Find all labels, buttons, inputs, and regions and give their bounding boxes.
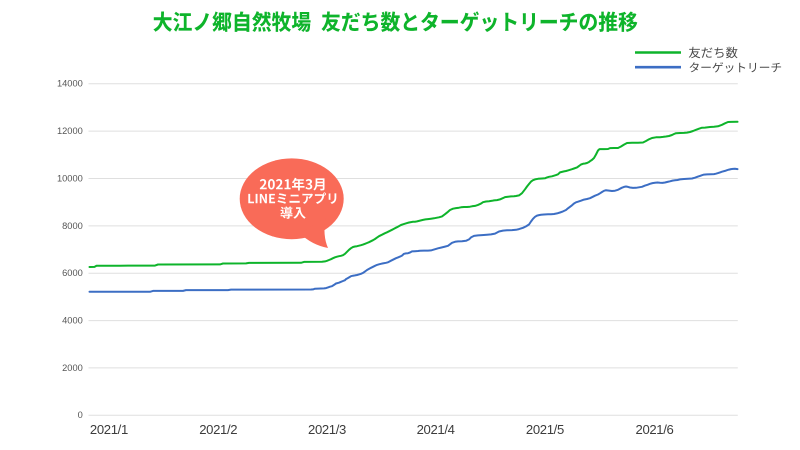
svg-text:2021/6: 2021/6: [636, 422, 674, 437]
svg-text:8000: 8000: [62, 221, 83, 231]
svg-text:2021/3: 2021/3: [308, 422, 346, 437]
svg-text:12000: 12000: [57, 126, 83, 136]
svg-text:2021/5: 2021/5: [526, 422, 564, 437]
svg-text:2021/2: 2021/2: [199, 422, 237, 437]
svg-text:2021/1: 2021/1: [90, 422, 128, 437]
svg-text:2000: 2000: [62, 363, 83, 373]
svg-text:0: 0: [78, 410, 83, 420]
svg-text:4000: 4000: [62, 316, 83, 326]
svg-text:10000: 10000: [57, 173, 83, 183]
svg-text:2021/4: 2021/4: [417, 422, 455, 437]
svg-text:6000: 6000: [62, 268, 83, 278]
svg-text:14000: 14000: [57, 79, 83, 89]
